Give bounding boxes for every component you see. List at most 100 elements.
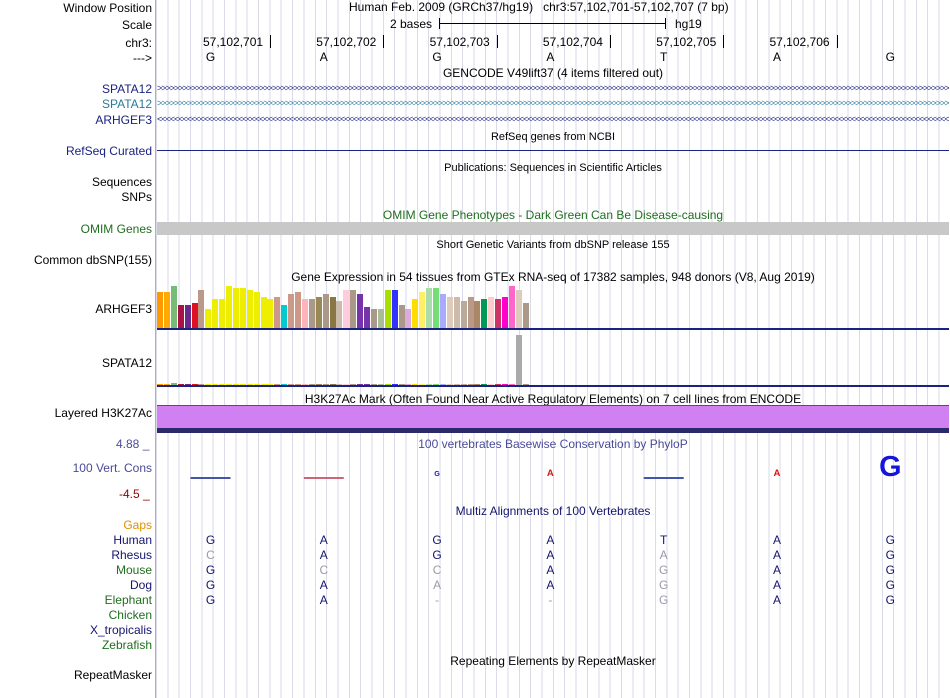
gtex-bar-spata12[interactable] — [460, 384, 467, 385]
gtex-bar-arhgef3[interactable] — [495, 298, 502, 328]
gtex-bar-arhgef3[interactable] — [295, 292, 301, 328]
gtex-bar-spata12[interactable] — [357, 384, 364, 385]
gtex-bar-spata12[interactable] — [495, 384, 502, 385]
species-label-x_tropicalis[interactable]: X_tropicalis — [89, 623, 152, 637]
species-label-chicken[interactable]: Chicken — [108, 608, 152, 622]
gtex-bar-spata12[interactable] — [288, 384, 295, 385]
gene-model-spata12-2[interactable]: >>>>>>>>>>>>>>>>>>>>>>>>>>>>>>>>>>>>>>>>… — [157, 98, 949, 108]
gtex-bar-arhgef3[interactable] — [398, 304, 405, 328]
gtex-bar-spata12[interactable] — [502, 384, 508, 385]
gtex-bar-arhgef3[interactable] — [191, 302, 198, 328]
gtex-bar-arhgef3[interactable] — [370, 309, 377, 328]
gtex-bar-spata12[interactable] — [274, 384, 281, 385]
gtex-bar-spata12[interactable] — [433, 384, 439, 385]
gtex-bar-spata12[interactable] — [384, 384, 391, 385]
gene-model-spata12-1[interactable]: >>>>>>>>>>>>>>>>>>>>>>>>>>>>>>>>>>>>>>>>… — [157, 83, 949, 93]
gtex-bar-arhgef3[interactable] — [239, 288, 246, 328]
gtex-bar-spata12[interactable] — [405, 384, 412, 385]
gtex-label-spata12[interactable]: SPATA12 — [101, 356, 152, 370]
phylop-label[interactable]: 100 Vert. Cons — [72, 461, 152, 475]
h3k27ac-signal[interactable] — [157, 405, 949, 433]
gtex-bar-spata12[interactable] — [522, 384, 529, 385]
gtex-bar-arhgef3[interactable] — [163, 292, 170, 328]
gtex-bar-spata12[interactable] — [184, 384, 191, 385]
species-label-elephant[interactable]: Elephant — [104, 593, 152, 607]
gtex-bar-spata12[interactable] — [426, 384, 433, 385]
gtex-bar-arhgef3[interactable] — [212, 298, 219, 328]
gtex-bar-arhgef3[interactable] — [439, 294, 446, 328]
gtex-bar-spata12[interactable] — [439, 384, 446, 385]
refseq-gene-line[interactable] — [157, 150, 949, 151]
gtex-bar-arhgef3[interactable] — [260, 296, 267, 328]
gtex-bar-spata12[interactable] — [281, 384, 288, 385]
gtex-bar-arhgef3[interactable] — [343, 290, 350, 328]
multiz-gaps-label[interactable]: Gaps — [123, 518, 152, 532]
gtex-bar-arhgef3[interactable] — [350, 290, 357, 328]
species-label-zebrafish[interactable]: Zebrafish — [101, 638, 152, 652]
gtex-bar-arhgef3[interactable] — [288, 294, 295, 328]
gtex-bar-spata12[interactable] — [177, 384, 184, 385]
gtex-bar-arhgef3[interactable] — [488, 296, 495, 328]
h3k27ac-label[interactable]: Layered H3K27Ac — [54, 406, 152, 420]
gtex-bar-spata12[interactable] — [508, 384, 515, 385]
gtex-bar-arhgef3[interactable] — [170, 286, 177, 328]
gtex-bar-spata12[interactable] — [315, 384, 322, 385]
gtex-bar-arhgef3[interactable] — [184, 304, 191, 328]
gtex-bar-arhgef3[interactable] — [219, 298, 226, 328]
repeatmasker-label[interactable]: RepeatMasker — [73, 668, 152, 682]
gtex-bar-spata12[interactable] — [446, 384, 453, 385]
refseq-label[interactable]: RefSeq Curated — [65, 144, 152, 158]
dbsnp-label[interactable]: Common dbSNP(155) — [33, 253, 152, 267]
species-label-human[interactable]: Human — [113, 533, 152, 547]
gtex-bar-spata12[interactable] — [343, 384, 350, 385]
gtex-bar-spata12[interactable] — [515, 335, 522, 385]
gtex-bar-spata12[interactable] — [301, 384, 308, 385]
gtex-bar-arhgef3[interactable] — [301, 298, 308, 328]
gtex-bar-spata12[interactable] — [205, 384, 212, 385]
gtex-bar-arhgef3[interactable] — [281, 304, 288, 328]
species-label-dog[interactable]: Dog — [129, 578, 152, 592]
omim-label[interactable]: OMIM Genes — [80, 222, 152, 236]
gtex-bar-spata12[interactable] — [364, 384, 370, 385]
gtex-bar-arhgef3[interactable] — [226, 286, 232, 328]
gtex-bar-arhgef3[interactable] — [426, 288, 433, 328]
gtex-bar-spata12[interactable] — [308, 384, 315, 385]
gtex-bar-arhgef3[interactable] — [453, 296, 460, 328]
gtex-bar-spata12[interactable] — [198, 384, 205, 385]
gtex-bar-arhgef3[interactable] — [246, 290, 253, 328]
gtex-bar-spata12[interactable] — [453, 384, 460, 385]
gtex-bar-arhgef3[interactable] — [336, 300, 343, 328]
gtex-bar-spata12[interactable] — [260, 384, 267, 385]
publications-label-sequences[interactable]: Sequences — [91, 175, 152, 189]
gtex-bar-arhgef3[interactable] — [384, 290, 391, 328]
omim-phenotype-bar[interactable] — [157, 222, 949, 235]
gtex-bar-arhgef3[interactable] — [329, 296, 336, 328]
gtex-bar-spata12[interactable] — [322, 384, 329, 385]
gtex-bar-spata12[interactable] — [170, 382, 177, 385]
gtex-bar-spata12[interactable] — [219, 384, 226, 385]
gtex-bar-arhgef3[interactable] — [412, 298, 419, 328]
gtex-bar-spata12[interactable] — [163, 384, 170, 385]
gtex-bar-arhgef3[interactable] — [446, 296, 453, 328]
species-label-mouse[interactable]: Mouse — [115, 563, 152, 577]
gtex-bar-spata12[interactable] — [329, 384, 336, 385]
gtex-bar-spata12[interactable] — [212, 384, 219, 385]
gtex-bar-arhgef3[interactable] — [502, 296, 508, 328]
gtex-bar-spata12[interactable] — [467, 384, 474, 385]
gtex-bar-spata12[interactable] — [398, 384, 405, 385]
gtex-bar-spata12[interactable] — [232, 384, 239, 385]
gtex-bar-spata12[interactable] — [295, 384, 301, 385]
gtex-bar-spata12[interactable] — [377, 384, 384, 385]
gtex-bar-arhgef3[interactable] — [322, 294, 329, 328]
gtex-bar-arhgef3[interactable] — [357, 294, 364, 328]
gtex-bar-arhgef3[interactable] — [232, 288, 239, 328]
gencode-label-spata12-1[interactable]: SPATA12 — [101, 82, 152, 96]
gtex-bar-arhgef3[interactable] — [522, 302, 529, 328]
gtex-bar-arhgef3[interactable] — [267, 298, 274, 328]
gtex-bar-arhgef3[interactable] — [198, 290, 205, 328]
gtex-bar-arhgef3[interactable] — [364, 307, 370, 328]
gene-model-arhgef3[interactable]: <<<<<<<<<<<<<<<<<<<<<<<<<<<<<<<<<<<<<<<<… — [157, 114, 949, 124]
gtex-bar-arhgef3[interactable] — [508, 286, 515, 328]
gencode-label-arhgef3[interactable]: ARHGEF3 — [95, 113, 152, 127]
species-label-rhesus[interactable]: Rhesus — [111, 548, 152, 562]
